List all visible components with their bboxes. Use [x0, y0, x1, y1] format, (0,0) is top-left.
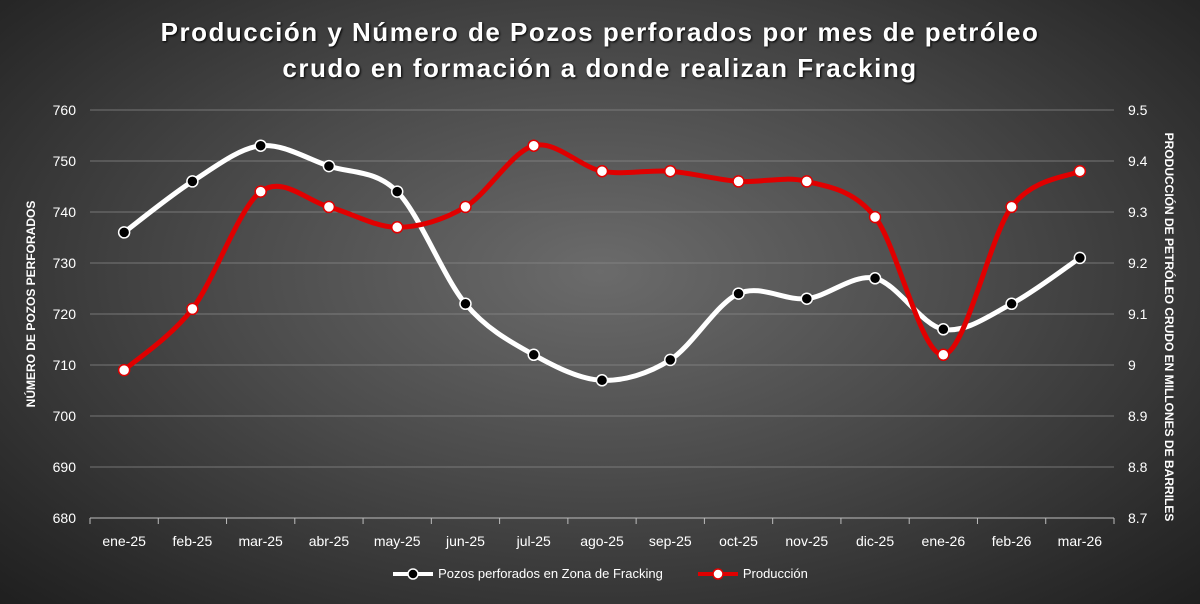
data-point-produccion: [664, 164, 677, 178]
y-right-tick-label: 8.7: [1128, 510, 1148, 526]
y-axis-right-label: PRODUCCIÓN DE PETRÓLEO CRUDO EN MILLONES…: [1162, 132, 1176, 522]
x-tick-label: sep-25: [649, 533, 692, 549]
data-point-pozos: [868, 272, 882, 285]
chart-title-line-1: Producción y Número de Pozos perforados …: [160, 17, 1040, 47]
legend-item-produccion: Producción: [697, 566, 808, 581]
data-point-pozos: [664, 353, 677, 367]
x-tick-label: dic-25: [856, 533, 894, 549]
legend-marker-produccion: [697, 567, 738, 580]
x-tick-label: feb-25: [173, 533, 213, 549]
data-point-produccion: [254, 185, 267, 198]
y-right-tick-label: 9.4: [1128, 153, 1148, 169]
data-point-produccion: [1073, 164, 1087, 178]
data-point-pozos: [186, 175, 199, 188]
legend-marker-pozos: [393, 567, 434, 580]
data-point-pozos: [732, 287, 745, 300]
x-tick-label: jul-25: [516, 533, 551, 549]
y-right-tick-label: 9.1: [1128, 306, 1148, 322]
y-left-tick-label: 760: [53, 102, 77, 118]
data-point-produccion: [186, 302, 199, 316]
y-right-tick-label: 8.9: [1128, 408, 1148, 424]
data-point-pozos: [117, 226, 131, 239]
data-point-produccion: [595, 164, 609, 178]
y-right-tick-label: 9.5: [1128, 102, 1148, 118]
y-left-tick-label: 750: [53, 153, 77, 169]
y-left-tick-label: 730: [53, 255, 77, 271]
y-right-tick-label: 8.8: [1128, 459, 1148, 475]
data-point-produccion: [1005, 200, 1018, 214]
data-point-pozos: [390, 185, 404, 198]
data-point-pozos: [527, 348, 540, 362]
y-axis-left-label: NÚMERO DE POZOS PERFORADOS: [24, 200, 38, 408]
data-point-produccion: [459, 200, 472, 214]
x-tick-label: oct-25: [719, 533, 758, 549]
legend: Pozos perforados en Zona de Fracking Pro…: [0, 566, 1200, 581]
y-left-tick-label: 690: [53, 459, 77, 475]
data-point-pozos: [1005, 297, 1018, 311]
x-tick-label: jun-25: [445, 533, 485, 549]
legend-label-produccion: Producción: [742, 566, 808, 581]
x-tick-label: abr-25: [309, 533, 350, 549]
data-point-pozos: [459, 297, 472, 311]
x-tick-label: feb-26: [992, 533, 1032, 549]
data-point-pozos: [595, 374, 609, 387]
data-point-produccion: [800, 175, 814, 188]
y-right-tick-label: 9.3: [1128, 204, 1148, 220]
x-tick-label: may-25: [374, 533, 421, 549]
chart-title: Producción y Número de Pozos perforados …: [0, 14, 1200, 86]
data-point-produccion: [527, 139, 540, 152]
series-line-produccion: [121, 142, 1083, 373]
legend-item-pozos: Pozos perforados en Zona de Fracking: [392, 566, 663, 581]
y-left-tick-label: 740: [53, 204, 77, 220]
x-tick-label: ene-25: [102, 533, 146, 549]
data-point-produccion: [937, 348, 950, 362]
legend-label-pozos: Pozos perforados en Zona de Fracking: [438, 566, 663, 581]
x-tick-label: ene-26: [922, 533, 966, 549]
data-point-pozos: [322, 159, 336, 173]
x-tick-label: mar-26: [1058, 533, 1103, 549]
y-right-tick-label: 9.2: [1128, 255, 1148, 271]
x-tick-label: nov-25: [785, 533, 828, 549]
data-point-produccion: [117, 363, 131, 377]
data-point-produccion: [868, 210, 882, 224]
data-point-pozos: [937, 323, 950, 336]
data-point-produccion: [322, 200, 336, 214]
y-left-tick-label: 720: [53, 306, 77, 322]
x-tick-label: mar-25: [238, 533, 283, 549]
data-point-pozos: [254, 139, 267, 152]
data-point-pozos: [800, 292, 814, 305]
y-left-tick-label: 700: [53, 408, 77, 424]
data-point-produccion: [390, 221, 404, 234]
chart-title-line-2: crudo en formación a donde realizan Frac…: [282, 53, 918, 83]
y-left-tick-label: 710: [53, 357, 77, 373]
data-point-produccion: [732, 175, 745, 188]
data-point-pozos: [1073, 251, 1087, 265]
y-left-tick-label: 680: [53, 510, 77, 526]
y-right-tick-label: 9: [1128, 357, 1136, 373]
x-tick-label: ago-25: [580, 533, 624, 549]
